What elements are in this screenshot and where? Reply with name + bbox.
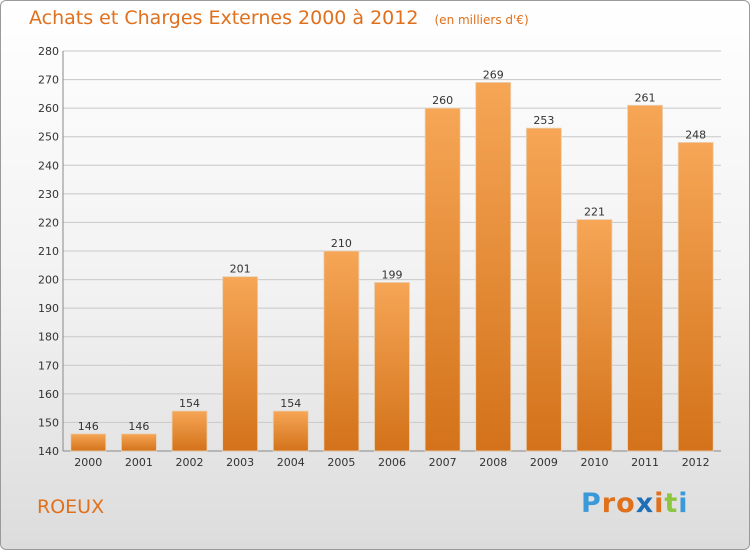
logo-letter: o [616,488,636,519]
bar-2009 [525,127,562,452]
proxiti-logo: Proxiti [581,488,689,519]
y-tick-label: 260 [38,102,59,115]
x-tick-label-2000: 2000 [74,456,102,469]
data-label-2006: 199 [382,268,403,281]
bar-2007 [424,107,461,452]
data-label-2009: 253 [533,114,554,127]
y-tick-label: 230 [38,188,59,201]
data-label-2010: 221 [584,206,605,219]
bar-2004 [272,410,309,452]
data-label-2001: 146 [128,420,149,433]
x-tick-label-2005: 2005 [327,456,355,469]
y-tick-label: 160 [38,388,59,401]
x-tick-label-2007: 2007 [429,456,457,469]
logo-letter: t [664,488,679,519]
logo-letter: P [581,488,602,519]
data-label-2011: 261 [635,91,656,104]
y-tick-label: 240 [38,159,59,172]
bar-2002 [171,410,208,452]
y-tick-label: 200 [38,274,59,287]
data-label-2004: 154 [280,397,301,410]
x-tick-label-2001: 2001 [125,456,153,469]
x-tick-label-2002: 2002 [176,456,204,469]
logo-letter: r [601,488,617,519]
y-tick-label: 140 [38,445,59,458]
logo-letter: i [654,488,665,519]
logo-letter: x [635,488,655,519]
bar-2005 [323,250,360,452]
bar-2010 [576,219,613,452]
y-tick-label: 180 [38,331,59,344]
data-label-2005: 210 [331,237,352,250]
y-tick-label: 220 [38,216,59,229]
bar-2008 [475,82,512,452]
bar-2003 [222,276,259,452]
bar-2012 [677,142,714,452]
y-tick-label: 270 [38,74,59,87]
x-tick-label-2003: 2003 [226,456,254,469]
bar-2000 [70,433,107,452]
bar-2001 [121,433,157,452]
place-name: ROEUX [37,496,105,518]
bar-2011 [627,104,663,452]
y-tick-label: 150 [38,416,59,429]
x-tick-label-2010: 2010 [580,456,608,469]
x-tick-label-2011: 2011 [631,456,659,469]
chart-title: Achats et Charges Externes 2000 à 2012 (… [29,7,529,29]
data-label-2000: 146 [78,420,99,433]
bars [70,82,714,452]
data-label-2003: 201 [230,263,251,276]
x-tick-label-2012: 2012 [682,456,710,469]
x-tick-label-2008: 2008 [479,456,507,469]
data-label-2002: 154 [179,397,200,410]
data-label-2012: 248 [685,128,706,141]
y-tick-label: 210 [38,245,59,258]
x-tick-label-2009: 2009 [530,456,558,469]
data-label-2007: 260 [432,94,453,107]
data-labels: 146 146 154 201 154 210 199 260 269 253 221 261 248 [78,68,706,432]
x-axis-ticks: 2000 2001 2002 2003 2004 2005 2006 2007 2008 2009… [74,456,709,469]
logo-letter: i [678,488,689,519]
chart-unit: (en milliers d'€) [434,13,529,27]
y-tick-label: 170 [38,359,59,372]
y-tick-label: 280 [38,45,59,58]
x-tick-label-2006: 2006 [378,456,406,469]
bar-2006 [374,282,410,452]
y-tick-label: 250 [38,131,59,144]
data-label-2008: 269 [483,68,504,81]
y-axis-ticks: 140 150 160 170 180 190 200 210 220 230 240 250 260 2… [38,45,59,458]
x-tick-label-2004: 2004 [277,456,305,469]
chart-title-text: Achats et Charges Externes 2000 à 2012 [29,7,419,29]
y-tick-label: 190 [38,302,59,315]
